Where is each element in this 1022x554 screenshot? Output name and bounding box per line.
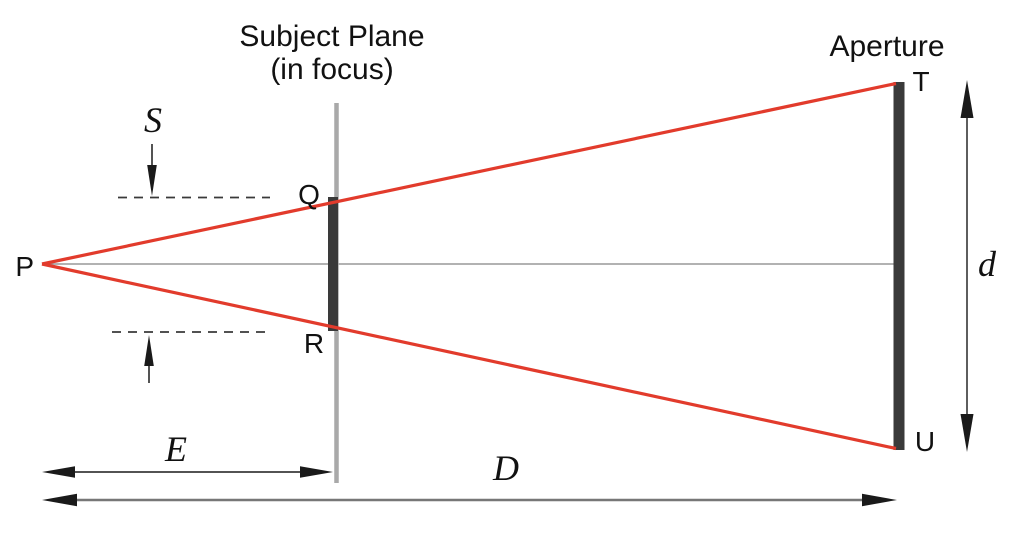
d-right-arrowhead-icon (862, 493, 897, 507)
point-label-r: R (304, 328, 324, 359)
dimension-label-d-small: d (978, 244, 997, 284)
point-label-u: U (915, 426, 935, 457)
dimension-label-s: S (144, 100, 162, 140)
aperture-diameter-down-arrowhead-icon (960, 414, 974, 452)
subject-plane-title-line2: (in focus) (270, 53, 393, 86)
dimension-label-e: E (164, 429, 187, 469)
s-upper-arrowhead-icon (147, 165, 157, 196)
upper-ray-line (41, 81, 897, 266)
point-label-t: T (912, 66, 929, 97)
aperture-title: Aperture (829, 30, 944, 63)
lower-ray-line (41, 262, 897, 451)
s-lower-arrowhead-icon (144, 335, 154, 366)
aperture-diameter-up-arrowhead-icon (960, 80, 974, 118)
e-right-arrowhead-icon (300, 466, 333, 478)
aperture-bar (893, 82, 905, 450)
d-left-arrowhead-icon (42, 493, 77, 507)
point-label-q: Q (298, 179, 320, 210)
e-left-arrowhead-icon (42, 466, 75, 478)
dimension-label-d-large: D (492, 448, 519, 488)
subject-blur-bar (328, 197, 338, 331)
point-label-p: P (15, 251, 34, 282)
subject-plane-title-line1: Subject Plane (239, 20, 424, 53)
